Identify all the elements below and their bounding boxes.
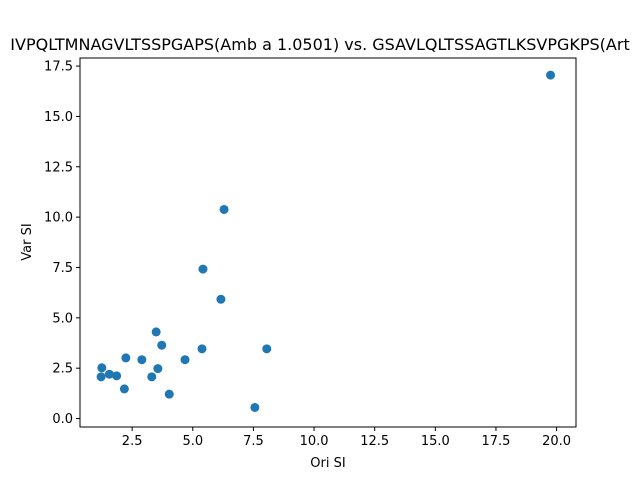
chart-title: IVPQLTMNAGVLTSSPGAPS(Amb a 1.0501) vs. G… xyxy=(10,35,629,54)
x-tick-label: 5.0 xyxy=(182,434,203,449)
data-point xyxy=(197,344,207,354)
y-tick-label: 15.0 xyxy=(44,110,73,125)
y-axis-ticks: 0.0 2.5 5.0 7.5 10.0 12.5 15.0 17.5 xyxy=(44,60,80,427)
y-tick-label: 2.5 xyxy=(52,362,73,377)
y-tick-label: 5.0 xyxy=(52,311,73,326)
x-axis-label: Ori SI xyxy=(310,456,345,471)
y-tick-label: 7.5 xyxy=(52,261,73,276)
data-point xyxy=(96,372,106,382)
x-axis-ticks: 2.5 5.0 7.5 10.0 12.5 15.0 17.5 20.0 xyxy=(122,427,571,449)
data-point xyxy=(121,353,131,363)
data-point xyxy=(112,371,122,381)
y-tick-label: 17.5 xyxy=(44,60,73,75)
x-tick-label: 12.5 xyxy=(360,434,389,449)
plot-area xyxy=(79,57,577,428)
y-axis-label: Var SI xyxy=(20,223,35,260)
data-point xyxy=(147,372,157,382)
data-point xyxy=(546,70,556,80)
data-points xyxy=(96,70,556,412)
x-tick-label: 15.0 xyxy=(421,434,450,449)
x-tick-label: 10.0 xyxy=(300,434,329,449)
data-point xyxy=(137,355,147,365)
data-point xyxy=(119,384,129,394)
x-tick-label: 17.5 xyxy=(481,434,510,449)
data-point xyxy=(250,402,260,412)
data-point xyxy=(198,264,208,274)
data-point xyxy=(219,204,229,214)
data-point xyxy=(262,344,272,354)
y-tick-label: 0.0 xyxy=(52,412,73,427)
x-tick-label: 2.5 xyxy=(122,434,143,449)
data-point xyxy=(216,294,226,304)
data-point xyxy=(104,369,114,379)
y-tick-label: 12.5 xyxy=(44,160,73,175)
data-point xyxy=(153,364,163,374)
data-point xyxy=(157,340,167,350)
data-point xyxy=(151,327,161,337)
x-tick-label: 7.5 xyxy=(243,434,264,449)
x-tick-label: 20.0 xyxy=(542,434,571,449)
y-tick-label: 10.0 xyxy=(44,211,73,226)
data-point xyxy=(180,355,190,365)
data-point xyxy=(97,363,107,373)
data-point xyxy=(164,389,174,399)
